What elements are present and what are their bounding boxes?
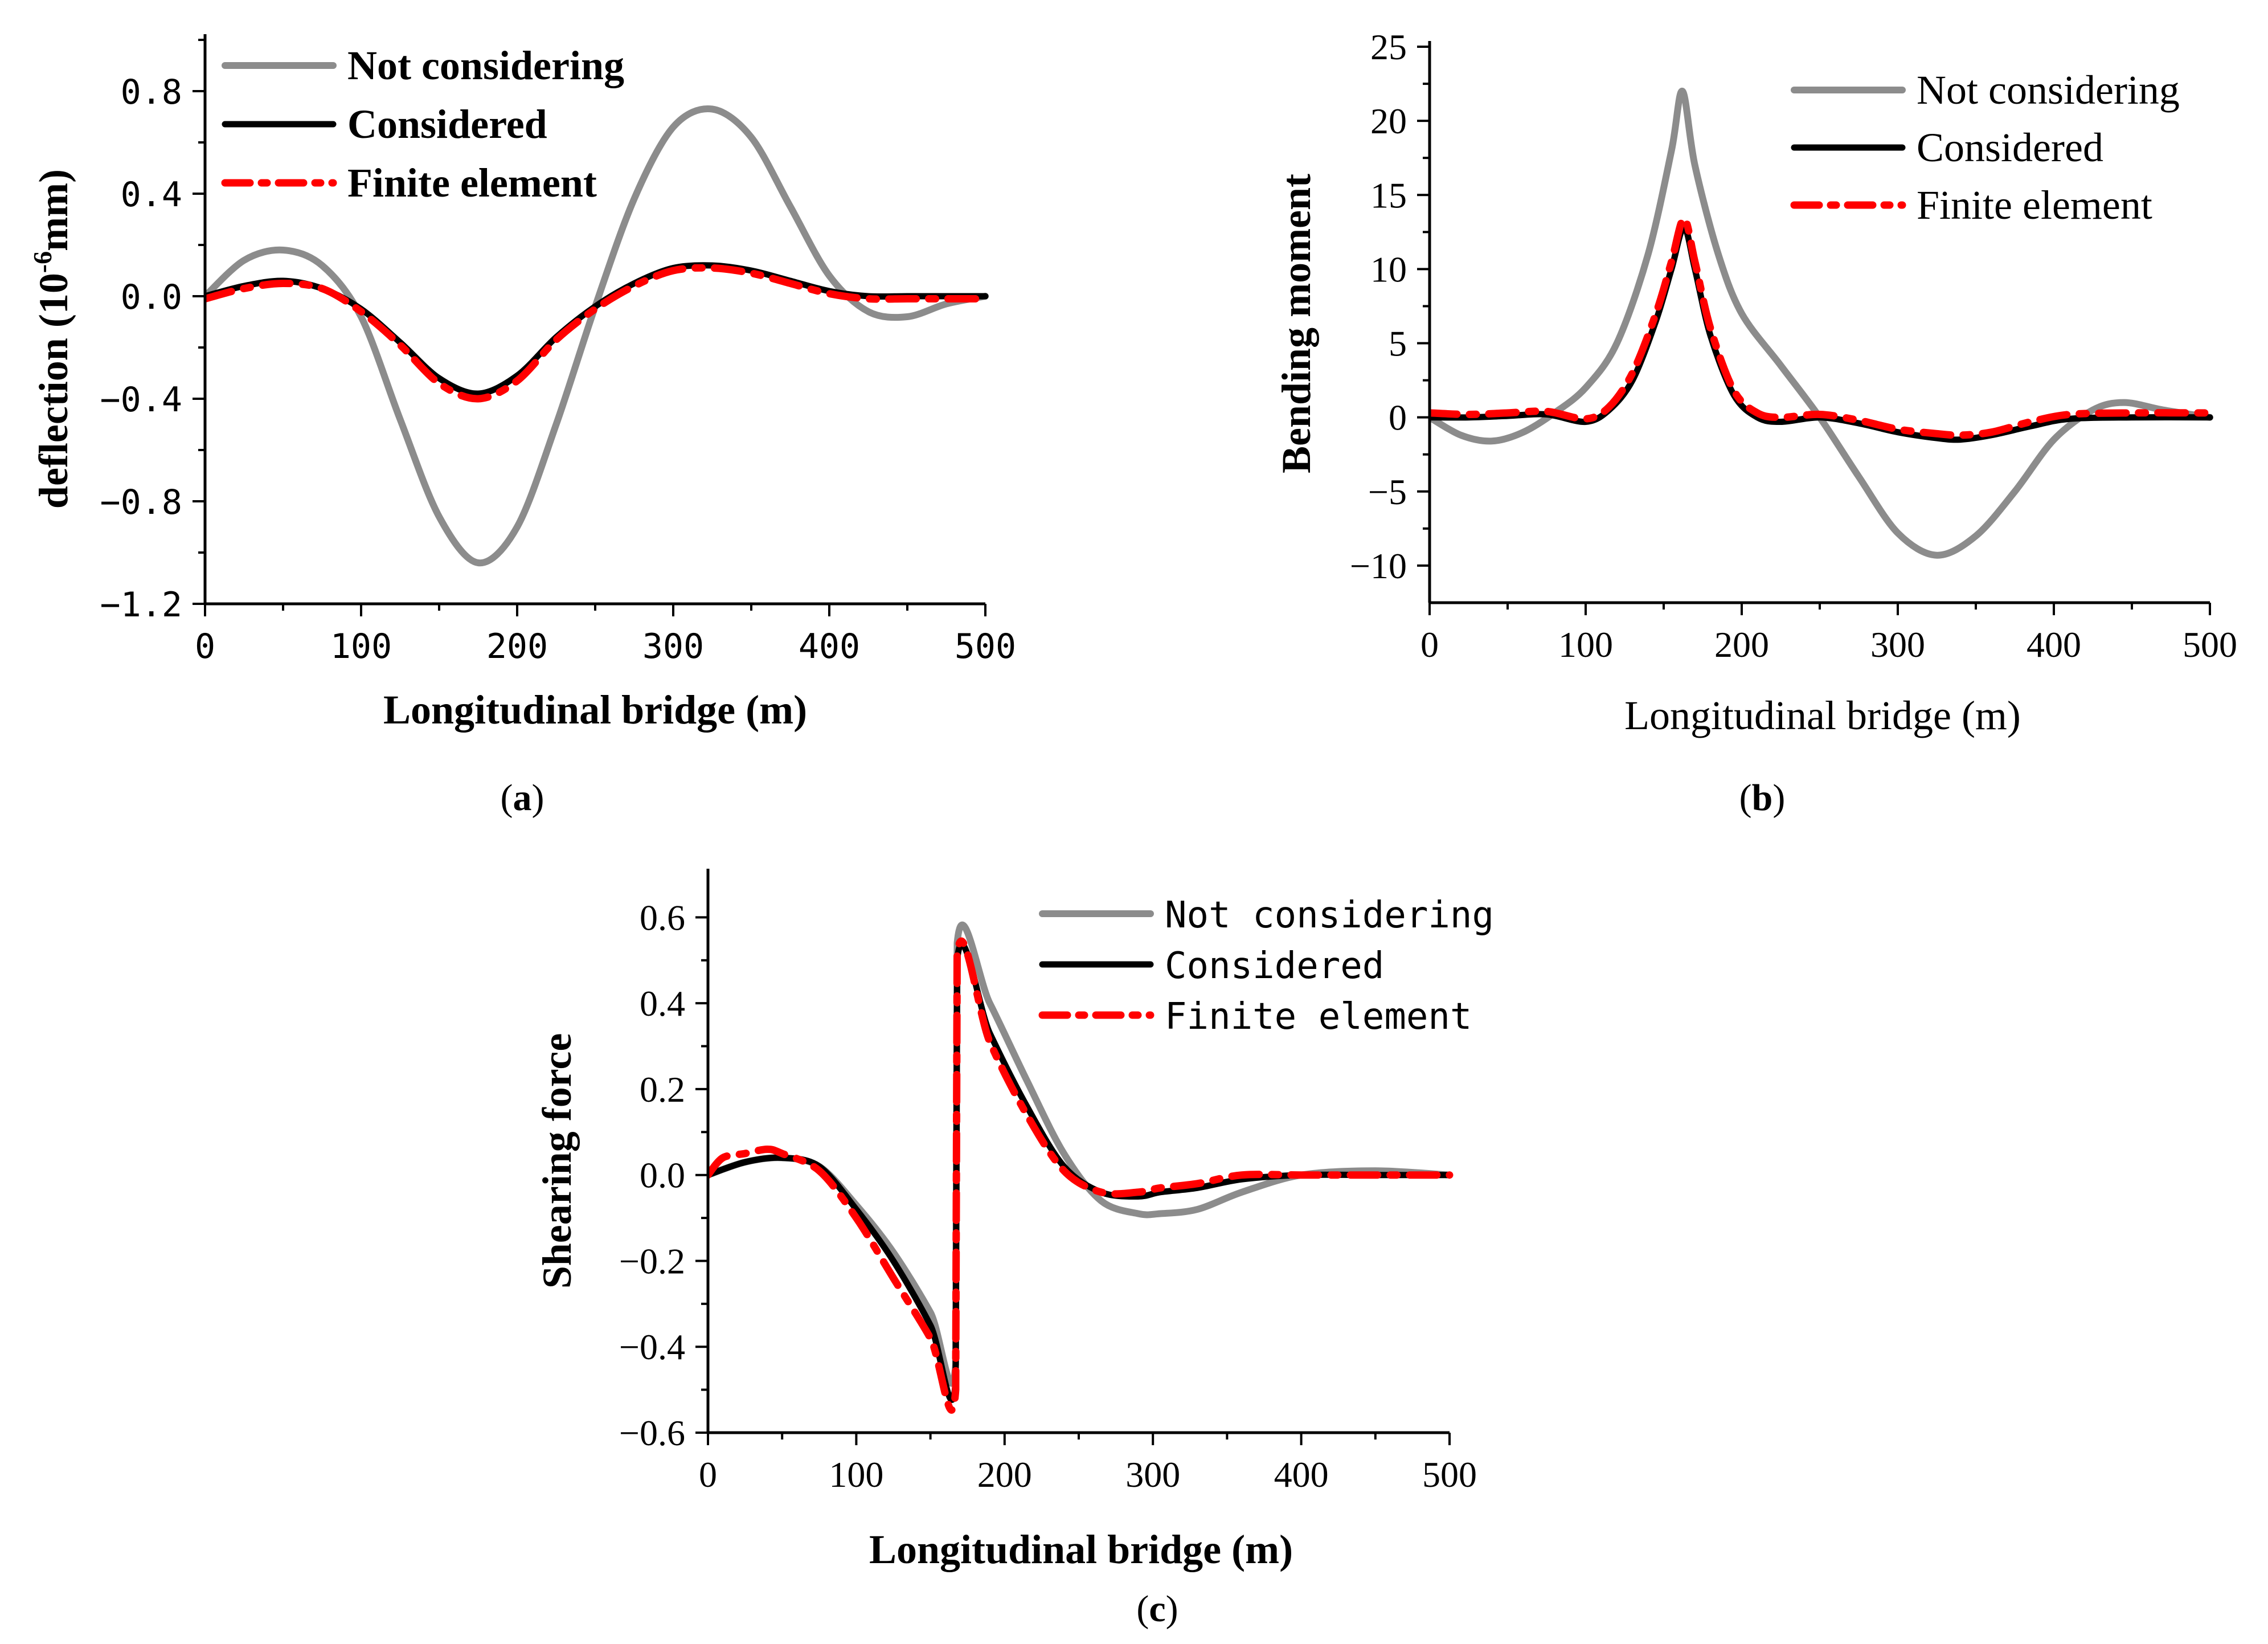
panel-c-x-tick-label: 0: [699, 1454, 717, 1495]
panel-c-y-tick-label: −0.2: [619, 1241, 685, 1281]
panel-c-x-ticks: 0 100 200 300 400 500: [699, 1433, 1477, 1495]
panel-c-x-tick-label: 200: [977, 1454, 1032, 1495]
panel-c-x-tick-label: 400: [1274, 1454, 1329, 1495]
panel-b-y-tick-label: 5: [1389, 324, 1407, 364]
panel-b-x-ticks: 0 100 200 300 400 500: [1420, 603, 2237, 665]
panel-b-legend: Not considering Considered Finite element: [1790, 67, 2180, 228]
panel-b-x-tick-label: 400: [2027, 624, 2081, 665]
panel-c-y-tick-label: 0.6: [640, 897, 685, 938]
panel-c-legend: Not considering Considered Finite element: [1038, 894, 1494, 1038]
panel-b-series-finite-element: [1430, 215, 2214, 439]
panel-b-legend-label-not-considering: Not considering: [1917, 67, 2180, 113]
panel-b-y-tick-label: −5: [1368, 472, 1407, 512]
panel-a-y-tick-label: −0.8: [100, 482, 183, 522]
panel-c-x-tick-label: 100: [829, 1454, 883, 1495]
panel-b-x-tick-label: 200: [1714, 624, 1769, 665]
panel-a-y-ticks: −1.2 −0.8 −0.4 0.0 0.4 0.8: [100, 39, 205, 625]
panel-c-plot-area: [706, 869, 1454, 1434]
panel-c-y-tick-label: 0.2: [640, 1069, 685, 1110]
panel-a-legend-label-considered: Considered: [347, 101, 547, 147]
panel-a-legend-label-not-considering: Not considering: [347, 43, 624, 88]
panel-c-y-axis-title: Shearing force: [534, 1033, 580, 1289]
panel-a-x-tick-label: 300: [642, 627, 704, 666]
panel-a-y-axis-title: deflection (10-6mm): [28, 169, 76, 509]
panel-b-x-tick-label: 500: [2183, 624, 2237, 665]
panel-a-plot-area: [203, 34, 989, 606]
panel-b-y-tick-label: 0: [1389, 398, 1407, 438]
panel-a-x-tick-label: 500: [955, 627, 1016, 666]
panel-a-x-tick-label: 200: [486, 627, 548, 666]
panel-b-y-tick-label: 20: [1370, 101, 1407, 141]
panel-a-y-tick-label: 0.8: [121, 72, 182, 112]
panel-c-series-considered: [708, 941, 1453, 1403]
panel-b-legend-label-finite-element: Finite element: [1917, 182, 2152, 228]
panel-a-legend-label-finite-element: Finite element: [347, 160, 597, 206]
panel-c-series-not-considering: [708, 921, 1453, 1387]
panel-b-series-not-considering: [1430, 88, 2213, 559]
panel-b-x-tick-label: 0: [1420, 624, 1439, 665]
panel-a-x-tick-label: 400: [799, 627, 860, 666]
panel-c-caption: (c): [1136, 1588, 1178, 1630]
panel-a-x-tick-label: 100: [330, 627, 392, 666]
panel-b-bending-moment-chart: 0 100 200 300 400 500 −10 −5 0 5 10 15 20 25 Longitu…: [1274, 27, 2237, 819]
panel-b-y-tick-label: 15: [1370, 175, 1407, 215]
panel-a-x-tick-label: 0: [195, 627, 215, 666]
panel-b-y-axis-title: Bending moment: [1274, 174, 1319, 473]
panel-a-series-finite-element: [205, 264, 989, 403]
panel-c-y-tick-label: −0.6: [619, 1413, 685, 1453]
panel-a-x-ticks: 0 100 200 300 400 500: [195, 604, 1016, 666]
panel-c-y-tick-label: 0.4: [640, 983, 685, 1024]
panel-b-y-tick-label: −10: [1350, 546, 1407, 586]
panel-c-y-tick-label: −0.4: [619, 1327, 685, 1367]
panel-a-y-tick-label: −0.4: [100, 380, 183, 420]
panel-a-y-tick-label: 0.4: [121, 175, 182, 215]
panel-b-x-tick-label: 100: [1558, 624, 1613, 665]
panel-c-y-ticks: −0.6 −0.4 −0.2 0.0 0.2 0.4 0.6: [619, 897, 708, 1453]
panel-c-y-tick-label: 0.0: [640, 1155, 685, 1196]
panel-a-deflection-chart: 0 100 200 300 400 500 −1.2 −0.8 −0.4 0.0 0.4 0.8 L…: [28, 34, 1016, 819]
panel-c-x-tick-label: 500: [1422, 1454, 1477, 1495]
panel-b-x-tick-label: 300: [1870, 624, 1925, 665]
panel-a-series-considered: [205, 262, 989, 397]
panel-b-y-tick-label: 10: [1370, 249, 1407, 289]
panel-c-x-axis-title: Longitudinal bridge (m): [869, 1527, 1293, 1572]
panel-b-x-axis-title: Longitudinal bridge (m): [1624, 693, 2021, 738]
panel-a-y-tick-label: 0.0: [121, 277, 182, 317]
panel-c-legend-label-finite-element: Finite element: [1165, 996, 1472, 1038]
panel-c-legend-label-not-considering: Not considering: [1165, 894, 1494, 936]
panel-b-caption: (b): [1739, 777, 1786, 819]
panel-b-y-tick-label: 25: [1370, 27, 1407, 67]
panel-c-series-finite-element: [708, 937, 1454, 1414]
panel-c-legend-label-considered: Considered: [1165, 945, 1384, 987]
panel-a-legend: Not considering Considered Finite element: [221, 43, 624, 206]
panel-b-legend-label-considered: Considered: [1917, 125, 2103, 170]
panel-c-x-tick-label: 300: [1125, 1454, 1180, 1495]
panel-b-y-ticks: −10 −5 0 5 10 15 20 25: [1350, 27, 1430, 586]
panel-a-caption: (a): [501, 777, 545, 819]
panel-c-shearing-force-chart: 0 100 200 300 400 500 −0.6 −0.4 −0.2 0.0 0.2 0.4 0.…: [534, 869, 1494, 1630]
panel-a-y-tick-label: −1.2: [100, 585, 183, 625]
panel-a-x-axis-title: Longitudinal bridge (m): [383, 687, 807, 733]
